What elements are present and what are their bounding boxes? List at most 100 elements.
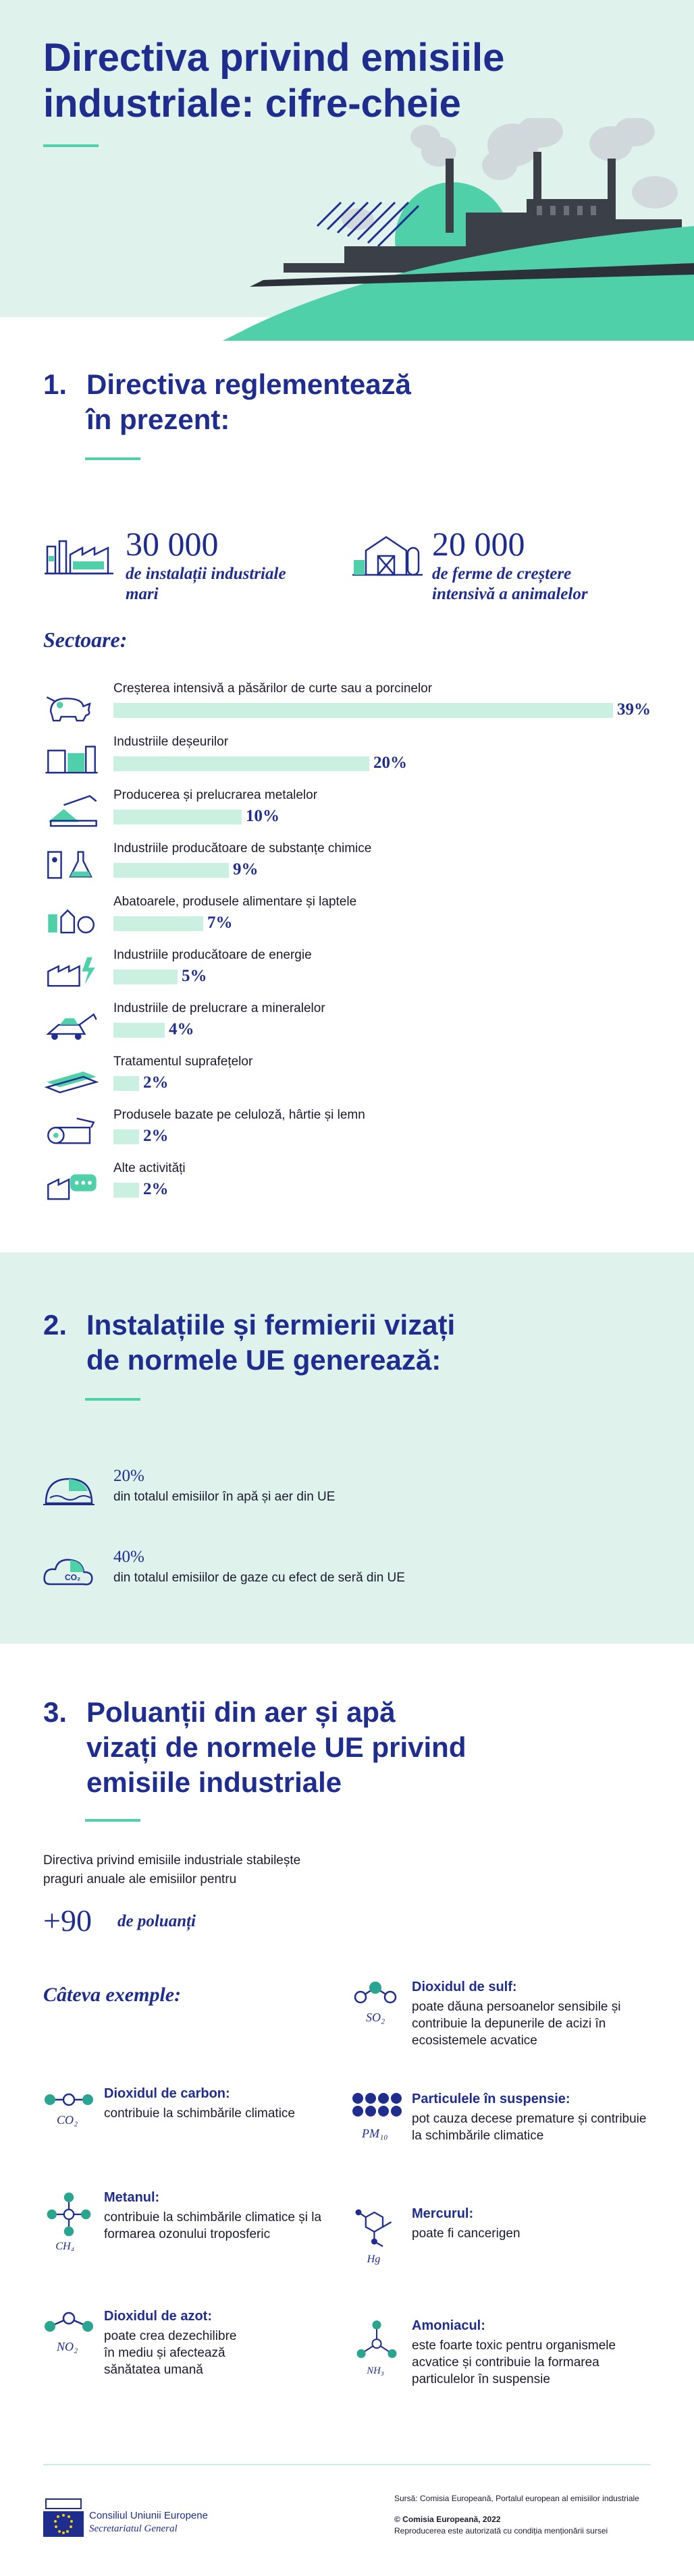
factory-illustration-icon bbox=[223, 118, 694, 341]
pollutant-hg: Hg Mercurul: poate fi cancerigen bbox=[351, 2206, 648, 2287]
sector-row: Industriile deșeurilor 20% bbox=[43, 735, 651, 783]
section-number: 3. bbox=[43, 1696, 68, 1728]
wood-icon bbox=[47, 1117, 95, 1144]
food-icon bbox=[48, 909, 95, 934]
sector-percentage: 5% bbox=[182, 967, 207, 985]
sector-label: Tratamentul suprafețelor bbox=[113, 1055, 253, 1069]
installations-label-line-1: de instalații industriale bbox=[126, 565, 286, 583]
sector-bar bbox=[113, 1129, 139, 1144]
co2-cloud-icon: CO₂ bbox=[43, 1559, 93, 1586]
sector-percentage: 4% bbox=[169, 1020, 194, 1038]
section-1-title-line-2: în prezent: bbox=[86, 403, 230, 435]
section-3-rule bbox=[85, 1819, 140, 1822]
sector-percentage: 39% bbox=[617, 700, 651, 719]
sector-percentage: 2% bbox=[143, 1073, 169, 1092]
sector-bar bbox=[113, 1076, 139, 1091]
no2-name: Dioxidul de azot: bbox=[104, 2309, 212, 2324]
farm-barn-icon bbox=[352, 536, 423, 576]
pollutant-no2: NO₂ Dioxidul de azot: poate crea dezechi… bbox=[43, 2309, 340, 2383]
sectors-label: Sectoare: bbox=[43, 627, 128, 652]
section-2-band bbox=[0, 1252, 694, 1644]
sector-row: Industriile producătoare de energie 5% bbox=[43, 948, 651, 997]
sector-bar bbox=[113, 703, 613, 718]
section-2-title-line-1: Instalațiile și fermierii vizați bbox=[86, 1309, 456, 1341]
farms-label-line-2: intensivă a animalelor bbox=[432, 585, 588, 603]
emissions-water-air-desc: din totalul emisiilor în apă și aer din … bbox=[113, 1490, 336, 1504]
installations-label: de instalații industriale mari bbox=[126, 564, 328, 605]
no2-molecule-icon: NO₂ bbox=[45, 2312, 93, 2353]
sector-row: Industriile de prelucrare a mineralelor 4… bbox=[43, 1001, 651, 1050]
sector-label: Industriile producătoare de energie bbox=[113, 948, 312, 962]
sector-row: Alte activități 2% bbox=[43, 1161, 651, 1210]
pm10-name: Particulele în suspensie: bbox=[412, 2092, 570, 2106]
metal-icon bbox=[48, 795, 97, 827]
hg-formula: Hg bbox=[367, 2253, 381, 2265]
section-title: Directiva reglementează în prezent: bbox=[86, 367, 411, 437]
sector-bar bbox=[113, 863, 229, 878]
pollutant-pm10: PM₁₀ Particulele în suspensie: pot cauza… bbox=[351, 2092, 648, 2166]
pm10-desc: pot cauza decese premature și contribuie… bbox=[412, 2112, 647, 2143]
section-3-title-line-2: vizați de normele UE privind bbox=[86, 1731, 466, 1763]
no2-desc: poate crea dezechilibre în mediu și afec… bbox=[104, 2329, 237, 2377]
sector-label: Industriile de prelucrare a mineralelor bbox=[113, 1001, 325, 1015]
sector-bar bbox=[113, 1023, 165, 1038]
co2-badge-text: CO₂ bbox=[65, 1573, 80, 1582]
co2-molecule-icon: CO₂ bbox=[45, 2093, 93, 2127]
section-2-title-line-2: de normele UE generează: bbox=[86, 1344, 442, 1376]
emissions-ghg-desc: din totalul emisiilor de gaze cu efect d… bbox=[113, 1571, 405, 1585]
section-2-heading: 2. Instalațiile și fermierii vizați de n… bbox=[43, 1308, 637, 1382]
farms-label-line-1: de ferme de creștere bbox=[432, 565, 572, 583]
eu-council-logo-icon bbox=[43, 2498, 84, 2537]
nh3-formula: NH₃ bbox=[366, 2365, 384, 2376]
installations-label-line-2: mari bbox=[126, 585, 159, 603]
section-number: 1. bbox=[43, 368, 68, 400]
section-3-title-line-3: emisiile industriale bbox=[86, 1766, 342, 1798]
nh3-desc: este foarte toxic pentru organismele acv… bbox=[412, 2339, 616, 2386]
footer-copyright-block: © Comisia Europeană, 2022 Reproducerea e… bbox=[394, 2514, 664, 2537]
so2-name: Dioxidul de sulf: bbox=[412, 1980, 517, 1994]
waste-icon bbox=[45, 746, 98, 774]
sector-label: Alte activități bbox=[113, 1161, 186, 1175]
sector-row: Tratamentul suprafețelor 2% bbox=[43, 1055, 651, 1103]
sector-label: Creșterea intensivă a păsărilor de curte… bbox=[113, 681, 433, 696]
sector-percentage: 2% bbox=[143, 1180, 169, 1198]
sector-label: Industriile producătoare de substanțe ch… bbox=[113, 841, 372, 856]
industrial-plant-icon bbox=[45, 540, 113, 575]
sector-row: Abatoarele, produsele alimentare și lapt… bbox=[43, 895, 651, 943]
footer-source: Sursă: Comisia Europeană, Portalul europ… bbox=[394, 2494, 639, 2503]
sector-label: Industriile deșeurilor bbox=[113, 735, 229, 749]
pollutant-nh3: NH₃ Amoniacul: este foarte toxic pentru … bbox=[351, 2318, 648, 2406]
hg-desc: poate fi cancerigen bbox=[412, 2227, 520, 2241]
pollutants-count: +90 bbox=[43, 1903, 92, 1938]
emissions-ghg-value: 40% bbox=[113, 1548, 144, 1566]
pollutant-ch4: CH₄ Metanul: contribuie la schimbările c… bbox=[43, 2190, 340, 2271]
section-2-rule bbox=[85, 1398, 140, 1401]
pig-icon bbox=[46, 696, 91, 722]
nh3-molecule-icon: NH₃ bbox=[356, 2320, 397, 2376]
sector-percentage: 2% bbox=[143, 1127, 169, 1145]
so2-formula: SO₂ bbox=[366, 2011, 385, 2024]
emissions-ghg-item: CO₂ 40% din totalul emisiilor de gaze cu… bbox=[43, 1548, 516, 1595]
title-line-2: industriale: cifre-cheie bbox=[43, 82, 461, 125]
sector-row: Creșterea intensivă a păsărilor de curte… bbox=[43, 681, 651, 730]
sector-bar bbox=[113, 1183, 139, 1198]
water-air-emissions-icon bbox=[43, 1478, 95, 1505]
hg-name: Mercurul: bbox=[412, 2206, 474, 2221]
sector-bar bbox=[113, 916, 203, 931]
emissions-water-air-item: 20% din totalul emisiilor în apă și aer … bbox=[43, 1467, 516, 1514]
council-name: Consiliul Uniunii Europene bbox=[89, 2510, 208, 2521]
pollutant-co2: CO₂ Dioxidul de carbon: contribuie la sc… bbox=[43, 2086, 340, 2154]
farms-label: de ferme de creștere intensivă a animale… bbox=[432, 564, 655, 605]
section-title: Instalațiile și fermierii vizați de norm… bbox=[86, 1308, 455, 1378]
section-1-heading: 1. Directiva reglementează în prezent: bbox=[43, 367, 583, 441]
pm10-formula: PM₁₀ bbox=[361, 2127, 388, 2140]
sector-row: Producerea și prelucrarea metalelor 10% bbox=[43, 788, 651, 837]
installations-count: 30 000 bbox=[126, 525, 219, 563]
so2-desc: poate dăuna persoanelor sensibile și con… bbox=[412, 2000, 621, 2048]
sector-row: Produsele bazate pe celuloză, hârtie și … bbox=[43, 1108, 651, 1156]
footer-copyright: © Comisia Europeană, 2022 bbox=[394, 2515, 501, 2524]
pollutants-intro: Directiva privind emisiile industriale s… bbox=[43, 1851, 448, 1889]
sector-label: Producerea și prelucrarea metalelor bbox=[113, 788, 318, 802]
chemicals-icon bbox=[47, 851, 92, 879]
mercury-structure-icon: Hg bbox=[355, 2209, 392, 2265]
